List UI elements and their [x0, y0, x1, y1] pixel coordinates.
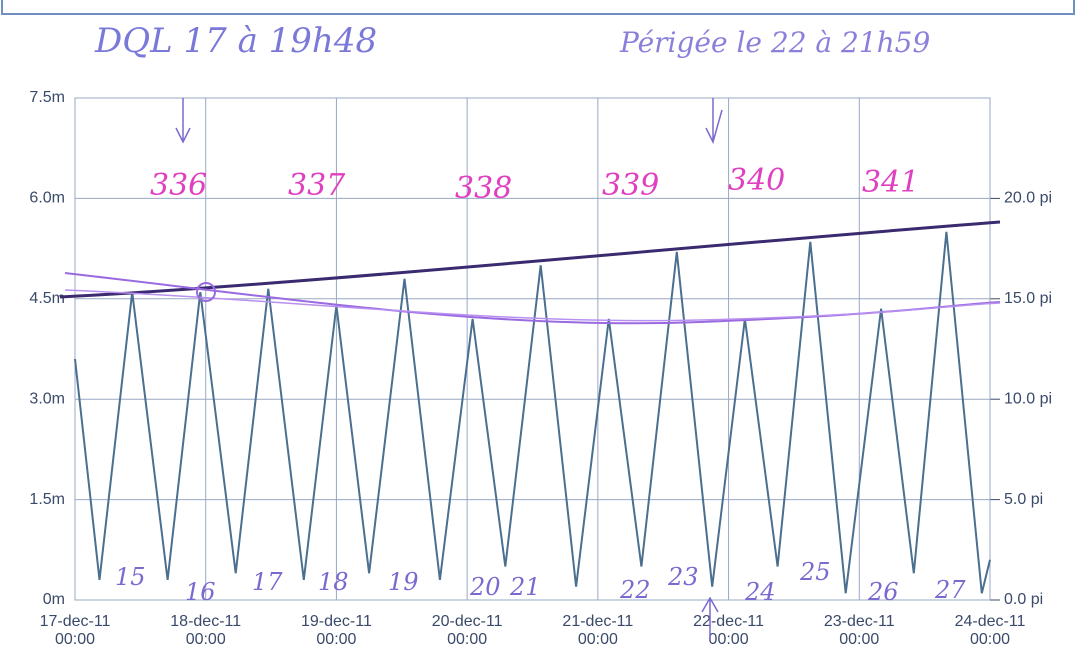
- arrow: [701, 596, 719, 640]
- annotation: 20: [469, 573, 501, 601]
- plot-area: [74, 97, 991, 601]
- x-tick-label: 21-dec-11: [562, 613, 633, 630]
- y2-tick-label: 20.0 pi: [1004, 190, 1052, 207]
- y-tick-label: 3.0m: [29, 390, 65, 407]
- annotation: 341: [862, 165, 919, 200]
- y2-tick-label: 15.0 pi: [1004, 290, 1052, 307]
- annotation: DQL 17 à 19h48: [94, 21, 377, 61]
- y2-tick-label: 5.0 pi: [1004, 491, 1043, 508]
- x-tick-label: 24-dec-11: [955, 613, 1026, 630]
- grid: 0m 1.5m 3.0m 4.5m 6.0m 7.5m 0.0 pi 5.0 pi 10.0 p…: [29, 89, 1052, 648]
- circle-mark: [196, 282, 216, 302]
- y2-tick-label: 0.0 pi: [1004, 591, 1043, 608]
- annotation: 26: [867, 578, 899, 606]
- handwriting: DQL 17 à 19h48 Périgée le 22 à 21h59 336 33…: [59, 21, 1001, 640]
- x-tick-label: 22-dec-11: [693, 613, 764, 630]
- annotation: 25: [799, 558, 831, 586]
- y-tick-label: 0m: [43, 591, 65, 608]
- tide-line: [74, 231, 991, 594]
- annotation: 23: [667, 563, 699, 591]
- x-tick-label: 00:00: [55, 631, 95, 648]
- annotation: 339: [602, 168, 659, 203]
- y-tick-label: 4.5m: [29, 290, 65, 307]
- annotation: 17: [252, 568, 283, 596]
- annotation: 15: [115, 563, 146, 591]
- frame: [1, 0, 1075, 15]
- arrow: [705, 98, 723, 145]
- annotation: 24: [744, 578, 776, 606]
- annotation: 19: [388, 568, 419, 596]
- x-tick-label: 00:00: [839, 631, 879, 648]
- annotation: 21: [509, 573, 541, 601]
- x-tick-label: 17-dec-11: [40, 613, 111, 630]
- annotation: 16: [185, 578, 216, 606]
- annotation: 340: [728, 163, 785, 198]
- x-tick-label: 00:00: [316, 631, 356, 648]
- x-tick-label: 00:00: [970, 631, 1010, 648]
- annotation: 337: [288, 168, 346, 203]
- annotation: 27: [934, 576, 966, 604]
- envelope-curve: [64, 289, 1001, 322]
- marks: [74, 231, 991, 594]
- annotation: Périgée le 22 à 21h59: [619, 26, 930, 59]
- annotation: 22: [619, 576, 651, 604]
- x-tick-label: 19-dec-11: [301, 613, 372, 630]
- y2-tick-label: 10.0 pi: [1004, 390, 1052, 407]
- x-tick-label: 00:00: [578, 631, 618, 648]
- x-tick-label: 00:00: [709, 631, 749, 648]
- x-tick-label: 00:00: [447, 631, 487, 648]
- arrow: [175, 98, 191, 144]
- x-tick-label: 23-dec-11: [824, 613, 895, 630]
- x-tick-label: 00:00: [186, 631, 226, 648]
- y-tick-label: 6.0m: [29, 190, 65, 207]
- annotation: 336: [150, 168, 207, 203]
- annotation: 338: [455, 171, 512, 206]
- y-tick-label: 7.5m: [29, 89, 65, 106]
- x-tick-label: 20-dec-11: [432, 613, 503, 630]
- y-tick-label: 1.5m: [29, 491, 65, 508]
- annotation: 18: [318, 568, 349, 596]
- x-tick-label: 18-dec-11: [170, 613, 241, 630]
- envelope-line: [59, 220, 1001, 299]
